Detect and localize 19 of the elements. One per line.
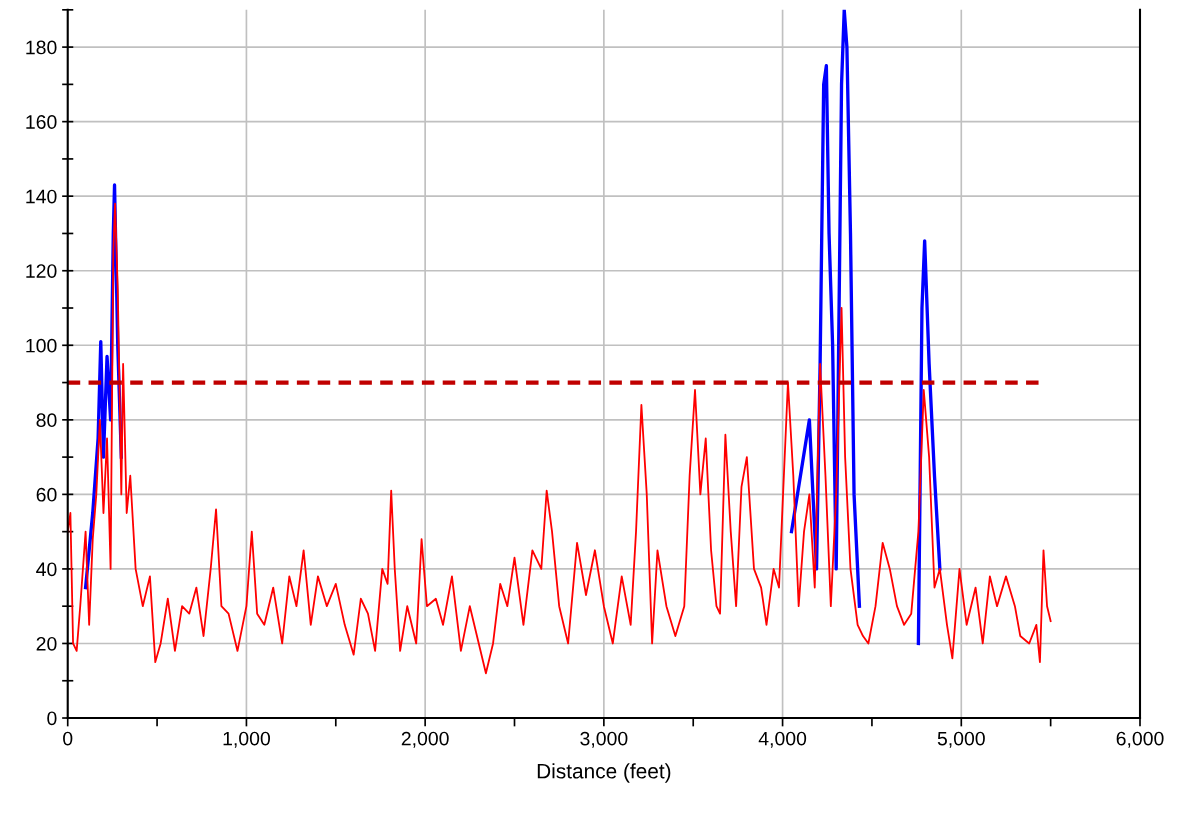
y-tick-label: 0 — [47, 711, 57, 726]
y-tick-label: 80 — [36, 413, 57, 428]
y-tick-label: 160 — [26, 115, 57, 129]
x-axis-title: Distance (feet) — [537, 763, 671, 783]
x-tick-label: 4,000 — [758, 731, 807, 748]
y-tick-label: 120 — [26, 264, 57, 278]
x-tick-label: 6,000 — [1116, 731, 1164, 748]
x-tick-label: 1,000 — [223, 731, 270, 748]
x-tick-label: 0 — [63, 731, 73, 746]
y-tick-label: 20 — [36, 636, 57, 651]
x-tick-label: 3,000 — [580, 731, 628, 748]
y-tick-label: 60 — [36, 487, 57, 502]
x-tick-label: 2,000 — [401, 731, 449, 748]
y-tick-label: 40 — [36, 562, 57, 577]
y-tick-label: 100 — [26, 338, 57, 353]
x-tick-label: 5,000 — [937, 731, 985, 748]
line-series — [67, 202, 1052, 675]
y-tick-label: 180 — [26, 40, 57, 55]
y-tick-label: 140 — [26, 189, 57, 204]
